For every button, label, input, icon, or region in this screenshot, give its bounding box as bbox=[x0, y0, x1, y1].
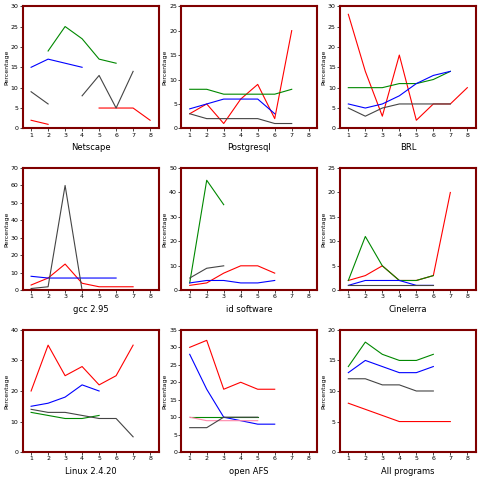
Y-axis label: Percentage: Percentage bbox=[4, 373, 9, 408]
X-axis label: Postgresql: Postgresql bbox=[228, 143, 271, 152]
Y-axis label: Percentage: Percentage bbox=[163, 373, 168, 408]
Y-axis label: Percentage: Percentage bbox=[322, 212, 326, 247]
X-axis label: Cinelerra: Cinelerra bbox=[389, 305, 427, 314]
X-axis label: BRL: BRL bbox=[400, 143, 416, 152]
Y-axis label: Percentage: Percentage bbox=[4, 49, 9, 85]
X-axis label: All programs: All programs bbox=[381, 467, 434, 476]
X-axis label: gcc 2.95: gcc 2.95 bbox=[73, 305, 108, 314]
Y-axis label: Percentage: Percentage bbox=[163, 49, 168, 85]
X-axis label: Linux 2.4.20: Linux 2.4.20 bbox=[65, 467, 117, 476]
X-axis label: id software: id software bbox=[226, 305, 273, 314]
Y-axis label: Percentage: Percentage bbox=[322, 49, 326, 85]
Y-axis label: Percentage: Percentage bbox=[163, 212, 168, 247]
X-axis label: open AFS: open AFS bbox=[229, 467, 269, 476]
X-axis label: Netscape: Netscape bbox=[71, 143, 110, 152]
Y-axis label: Percentage: Percentage bbox=[322, 373, 326, 408]
Y-axis label: Percentage: Percentage bbox=[4, 212, 9, 247]
